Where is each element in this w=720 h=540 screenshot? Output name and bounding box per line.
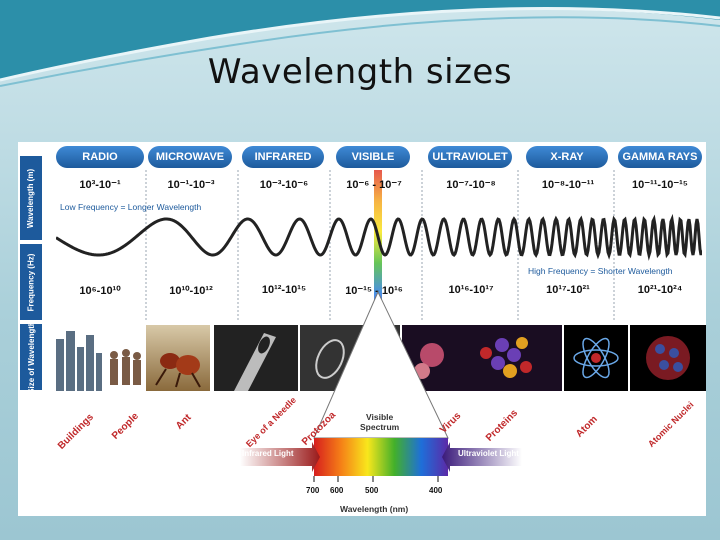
frequency-range-visible: 10⁻¹⁵ - 10¹⁶	[345, 285, 403, 297]
wavelength-range-xray: 10⁻⁸-10⁻¹¹	[541, 179, 595, 191]
header-wave-decoration	[0, 0, 720, 87]
column-dividers	[145, 170, 615, 320]
frequency-range-microwave: 10¹⁰-10¹²	[169, 285, 213, 297]
band-header-visible: VISIBLE	[336, 146, 410, 168]
ultraviolet-light-label: Ultraviolet Light	[458, 449, 519, 458]
band-header-xray: X-RAY	[526, 146, 608, 168]
tick-700: 700	[306, 486, 320, 495]
atom-image	[564, 325, 628, 391]
frequency-range-infrared: 10¹²-10¹⁵	[261, 284, 307, 296]
ant-image	[146, 325, 210, 391]
atomic-nuclei-image	[630, 325, 706, 391]
frequency-range-gamma: 10²¹-10²⁴	[637, 284, 683, 296]
tick-400: 400	[429, 486, 443, 495]
em-spectrum-diagram: Wavelength (m) Frequency (Hz) Size of Wa…	[18, 142, 706, 516]
band-header-infrared: INFRARED	[242, 146, 324, 168]
visible-caption-line2: Spectrum	[360, 422, 400, 432]
buildings-people-image	[48, 325, 144, 391]
band-header-gamma: GAMMA RAYS	[618, 146, 702, 168]
wavelength-range-gamma: 10⁻¹¹-10⁻¹⁵	[632, 179, 688, 191]
wavelength-range-radio: 10³-10⁻¹	[79, 179, 121, 191]
visible-color-strip	[374, 170, 382, 325]
wavelength-range-ultraviolet: 10⁻⁷-10⁻⁸	[446, 179, 496, 191]
wavelength-side-label: Wavelength (m)	[20, 156, 42, 240]
frequency-range-ultraviolet: 10¹⁶-10¹⁷	[448, 284, 494, 296]
wavelength-range-infrared: 10⁻³-10⁻⁶	[259, 179, 309, 191]
virus-proteins-image	[402, 325, 562, 391]
frequency-side-label: Frequency (Hz)	[20, 244, 42, 320]
spectrum-axis-label: Wavelength (nm)	[340, 504, 409, 514]
high-frequency-note: High Frequency = Shorter Wavelength	[528, 266, 673, 276]
size-side-label: Size of Wavelength	[20, 321, 42, 393]
low-frequency-note: Low Frequency = Longer Wavelength	[60, 202, 202, 212]
frequency-range-radio: 10⁶-10¹⁰	[79, 285, 121, 297]
visible-spectrum-triangle	[240, 290, 522, 482]
wavelength-range-microwave: 10⁻¹-10⁻³	[167, 179, 215, 191]
band-header-ultraviolet: ULTRAVIOLET	[428, 146, 512, 168]
infrared-light-label: Infrared Light	[242, 449, 294, 458]
band-header-radio: RADIO	[56, 146, 144, 168]
needle-eye-image	[214, 325, 298, 391]
band-header-microwave: MICROWAVE	[148, 146, 232, 168]
tick-600: 600	[330, 486, 344, 495]
slide-title: Wavelength sizes	[207, 52, 513, 92]
em-wave-graphic	[56, 213, 702, 261]
visible-caption-line1: Visible	[366, 412, 394, 422]
frequency-range-xray: 10¹⁷-10²¹	[546, 284, 590, 296]
wavelength-range-visible: 10⁻⁶ - 10⁻⁷	[346, 179, 402, 191]
tick-500: 500	[365, 486, 379, 495]
